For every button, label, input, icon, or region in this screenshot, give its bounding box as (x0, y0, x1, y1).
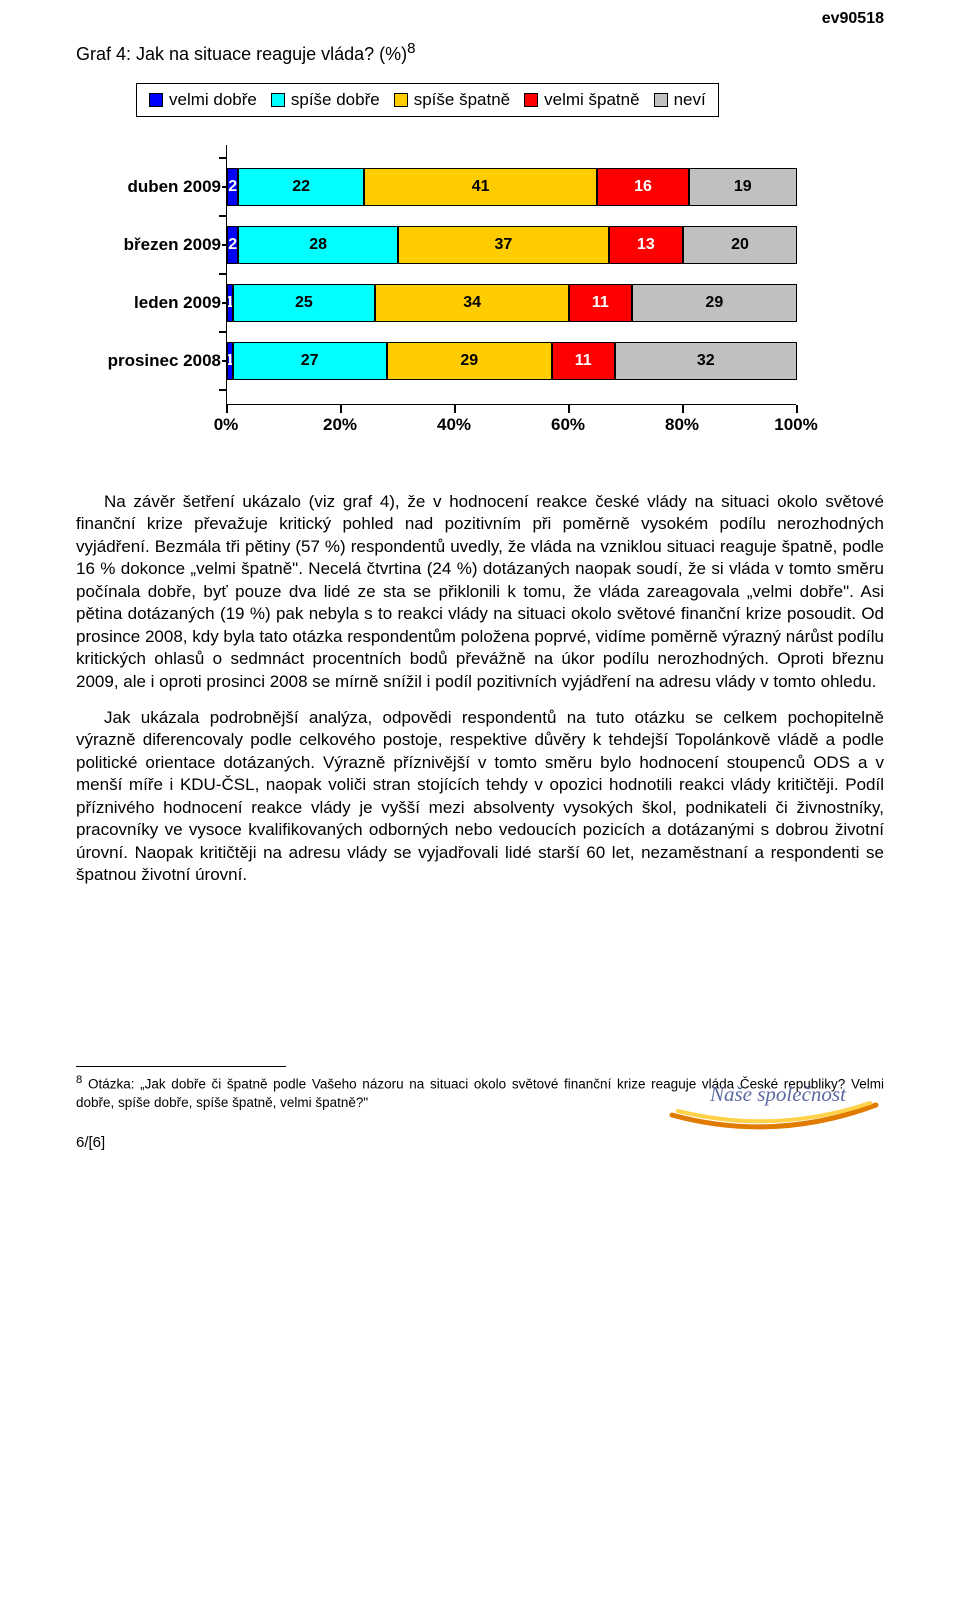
legend-item: velmi dobře (149, 90, 257, 110)
x-tick-label: 20% (323, 415, 357, 435)
legend-item: spíše dobře (271, 90, 380, 110)
chart-title: Graf 4: Jak na situace reaguje vláda? (%… (76, 40, 884, 65)
chart-title-sup: 8 (407, 40, 415, 57)
x-tick-label: 60% (551, 415, 585, 435)
chart-segment: 34 (375, 284, 569, 322)
legend-swatch (524, 93, 538, 107)
logo-text: Naše společnost (709, 1082, 847, 1106)
chart-segment: 19 (689, 168, 797, 206)
footnote-rule (76, 1066, 286, 1067)
x-tick-label: 40% (437, 415, 471, 435)
chart-segment: 2 (227, 226, 238, 264)
legend-swatch (654, 93, 668, 107)
paragraph: Jak ukázala podrobnější analýza, odpověd… (76, 707, 884, 887)
chart-segment: 27 (233, 342, 387, 380)
chart-segment: 37 (398, 226, 609, 264)
legend-swatch (149, 93, 163, 107)
x-tick-label: 100% (774, 415, 817, 435)
chart-legend: velmi dobře spíše dobře spíše špatně velmi … (136, 83, 719, 117)
chart-row: leden 2009125341129 (227, 283, 796, 323)
chart-segment: 32 (615, 342, 797, 380)
chart-row-label: březen 2009 (97, 235, 221, 255)
chart-x-axis: 0%20%40%60%80%100% (226, 405, 796, 433)
chart-row-label: prosinec 2008 (97, 351, 221, 371)
legend-label: neví (674, 90, 706, 110)
legend-item: neví (654, 90, 706, 110)
legend-label: velmi dobře (169, 90, 257, 110)
x-tick-label: 80% (665, 415, 699, 435)
chart-segment: 13 (609, 226, 683, 264)
chart-segment: 41 (364, 168, 598, 206)
chart-bar: 228371320 (227, 226, 797, 264)
legend-item: spíše špatně (394, 90, 510, 110)
chart-segment: 16 (597, 168, 688, 206)
chart-bar: 127291132 (227, 342, 797, 380)
chart-plot: duben 2009222411619březen 2009228371320l… (226, 145, 796, 405)
x-tick-label: 0% (214, 415, 239, 435)
chart-bar: 125341129 (227, 284, 797, 322)
chart-row: duben 2009222411619 (227, 167, 796, 207)
header-code: ev90518 (822, 10, 884, 28)
chart-row: prosinec 2008127291132 (227, 341, 796, 381)
paragraph: Na závěr šetření ukázalo (viz graf 4), ž… (76, 491, 884, 693)
chart-row-label: leden 2009 (97, 293, 221, 313)
legend-swatch (271, 93, 285, 107)
logo: Naše společnost (664, 1081, 884, 1143)
chart-segment: 20 (683, 226, 797, 264)
chart-segment: 29 (632, 284, 797, 322)
chart-bar: 222411619 (227, 168, 797, 206)
chart-segment: 29 (387, 342, 552, 380)
legend-swatch (394, 93, 408, 107)
chart-segment: 28 (238, 226, 398, 264)
chart-segment: 2 (227, 168, 238, 206)
legend-label: velmi špatně (544, 90, 639, 110)
legend-item: velmi špatně (524, 90, 639, 110)
body-text: Na závěr šetření ukázalo (viz graf 4), ž… (76, 491, 884, 886)
chart-area: duben 2009222411619březen 2009228371320l… (96, 145, 816, 433)
legend-label: spíše špatně (414, 90, 510, 110)
chart-title-text: Graf 4: Jak na situace reaguje vláda? (%… (76, 44, 407, 64)
chart-segment: 25 (233, 284, 376, 322)
chart-segment: 22 (238, 168, 363, 206)
chart-row: březen 2009228371320 (227, 225, 796, 265)
chart-row-label: duben 2009 (97, 177, 221, 197)
chart-segment: 11 (569, 284, 632, 322)
legend-label: spíše dobře (291, 90, 380, 110)
chart-segment: 11 (552, 342, 615, 380)
